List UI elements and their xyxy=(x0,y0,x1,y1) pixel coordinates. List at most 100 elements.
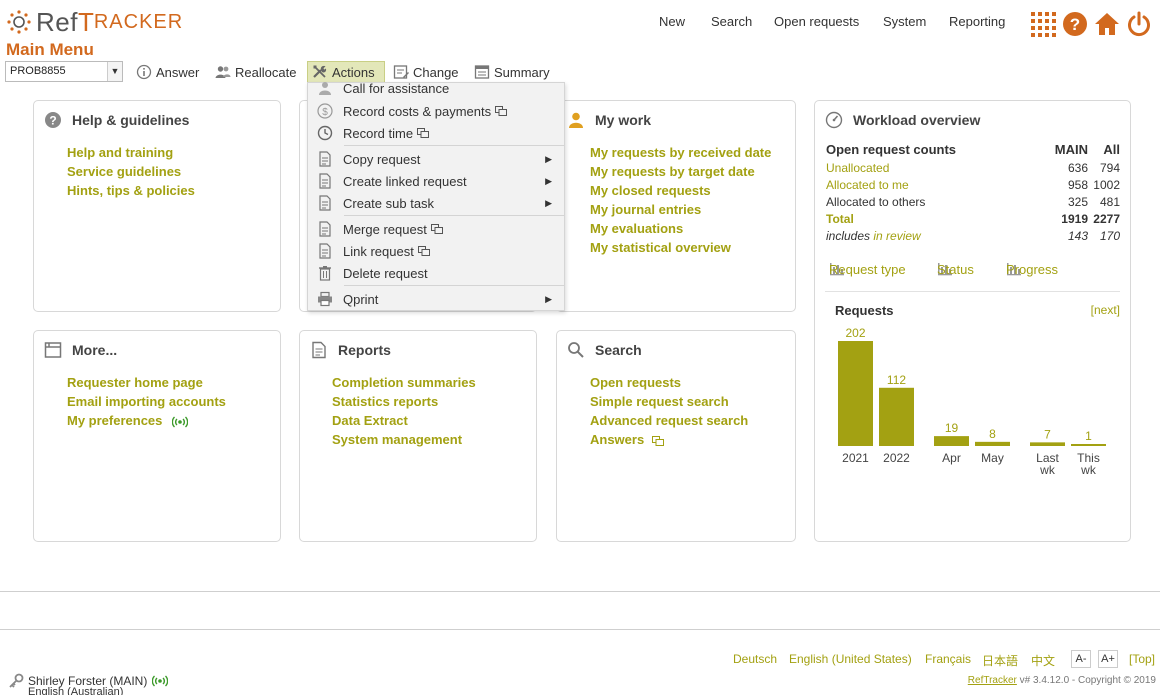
more-card: More... Requester home page Email import… xyxy=(33,330,281,542)
search-links: Open requests Simple request search Adva… xyxy=(590,373,748,449)
lang-japanese[interactable]: 日本語 xyxy=(982,654,1019,668)
workload-row-total[interactable]: Total 1919 2277 xyxy=(826,212,1120,226)
lang-deutsch[interactable]: Deutsch xyxy=(733,652,778,666)
lang-english-us[interactable]: English (United States) xyxy=(789,652,912,666)
link-completion-summaries[interactable]: Completion summaries xyxy=(332,375,476,390)
link-service-guidelines[interactable]: Service guidelines xyxy=(67,164,182,179)
more-links: Requester home page Email importing acco… xyxy=(67,373,226,430)
link-simple-search[interactable]: Simple request search xyxy=(590,394,729,409)
summary-button[interactable]: Summary xyxy=(470,61,554,83)
bar-2[interactable] xyxy=(934,436,969,446)
requests-chart-title: Requests xyxy=(835,303,894,318)
menu-copy-request[interactable]: Copy request ▶ xyxy=(308,148,564,170)
bar-value-label: 112 xyxy=(887,373,906,387)
bar-5[interactable] xyxy=(1071,444,1106,446)
help-icon[interactable]: ? xyxy=(1062,11,1088,37)
link-help-training[interactable]: Help and training xyxy=(67,145,174,160)
bar-category-label: wk xyxy=(1080,463,1097,477)
home-icon[interactable] xyxy=(1094,11,1120,37)
power-icon[interactable] xyxy=(1126,11,1152,37)
link-open-requests[interactable]: Open requests xyxy=(590,375,682,390)
footer-divider xyxy=(0,591,1160,592)
change-button[interactable]: Change xyxy=(389,61,463,83)
workload-row-unallocated[interactable]: Unallocated 636 794 xyxy=(826,161,1120,175)
bar-chart-icon xyxy=(938,263,952,276)
menu-create-linked-request[interactable]: Create linked request ▶ xyxy=(308,170,564,192)
workload-row-allocated-me[interactable]: Allocated to me 958 1002 xyxy=(826,178,1120,192)
my-work-title: My work xyxy=(567,111,651,129)
document-icon xyxy=(319,151,331,167)
link-my-evaluations[interactable]: My evaluations xyxy=(590,221,684,236)
menu-record-costs[interactable]: $ Record costs & payments xyxy=(308,100,564,122)
link-hints-tips[interactable]: Hints, tips & policies xyxy=(67,183,195,198)
svg-text:$: $ xyxy=(322,107,328,118)
link-my-journal-entries[interactable]: My journal entries xyxy=(590,202,702,217)
menu-delete-request[interactable]: Delete request xyxy=(308,262,564,284)
link-my-closed-requests[interactable]: My closed requests xyxy=(590,183,711,198)
reports-card: Reports Completion summaries Statistics … xyxy=(299,330,537,542)
bar-value-label: 19 xyxy=(945,421,959,435)
bar-4[interactable] xyxy=(1030,442,1065,446)
link-statistics-reports[interactable]: Statistics reports xyxy=(332,394,439,409)
request-id-select[interactable]: PROB8855 ▼ xyxy=(5,61,123,82)
logo-mark-icon xyxy=(7,10,31,34)
nav-search[interactable]: Search xyxy=(711,14,753,29)
my-work-card: My work My requests by received date My … xyxy=(556,100,796,312)
next-link[interactable]: [next] xyxy=(1090,303,1120,317)
help-guidelines-card: ? Help & guidelines Help and training Se… xyxy=(33,100,281,312)
link-my-requests-received[interactable]: My requests by received date xyxy=(590,145,772,160)
link-requester-home[interactable]: Requester home page xyxy=(67,375,203,390)
chevron-down-icon[interactable]: ▼ xyxy=(107,62,122,81)
link-system-management[interactable]: System management xyxy=(332,432,463,447)
menu-separator xyxy=(344,215,564,216)
tab-request-type[interactable]: Request type xyxy=(829,261,906,277)
submenu-arrow-icon: ▶ xyxy=(545,175,552,186)
lang-chinese[interactable]: 中文 xyxy=(1031,654,1056,668)
menu-link-request[interactable]: Link request xyxy=(308,240,564,262)
answer-label: Answer xyxy=(156,64,200,80)
document-icon xyxy=(319,173,331,189)
nav-new[interactable]: New xyxy=(659,14,686,29)
link-my-requests-target[interactable]: My requests by target date xyxy=(590,164,755,179)
font-larger-button[interactable]: A+ xyxy=(1098,650,1118,668)
link-my-preferences[interactable]: My preferences xyxy=(67,411,226,430)
help-links: Help and training Service guidelines Hin… xyxy=(67,143,195,200)
reallocate-label: Reallocate xyxy=(235,64,297,80)
apps-grid-icon[interactable] xyxy=(1030,11,1056,37)
bar-1[interactable] xyxy=(879,387,914,446)
nav-system[interactable]: System xyxy=(883,14,927,29)
workload-row-allocated-others: Allocated to others 325 481 xyxy=(826,195,1120,209)
link-my-statistical-overview[interactable]: My statistical overview xyxy=(590,240,731,255)
link-email-importing[interactable]: Email importing accounts xyxy=(67,394,226,409)
answer-button[interactable]: Answer xyxy=(132,61,203,83)
bar-category-label: wk xyxy=(1039,463,1056,477)
menu-qprint[interactable]: Qprint ▶ xyxy=(308,288,564,310)
search-title: Search xyxy=(567,341,642,359)
report-doc-icon xyxy=(312,341,326,359)
nav-open-requests[interactable]: Open requests xyxy=(774,14,860,29)
logo-t-text: T xyxy=(77,6,94,37)
menu-create-sub-task[interactable]: Create sub task ▶ xyxy=(308,192,564,214)
bar-chart-icon xyxy=(1007,263,1021,276)
tab-status[interactable]: Status xyxy=(937,261,974,277)
nav-reporting[interactable]: Reporting xyxy=(949,14,1006,29)
bar-0[interactable] xyxy=(838,341,873,446)
in-review-link[interactable]: in review xyxy=(873,229,921,243)
document-icon xyxy=(319,221,331,237)
reallocate-button[interactable]: Reallocate xyxy=(211,61,300,83)
font-smaller-button[interactable]: A- xyxy=(1071,650,1091,668)
link-answers[interactable]: Answers xyxy=(590,430,748,449)
lang-francais[interactable]: Français xyxy=(925,652,972,666)
reftracker-link[interactable]: RefTracker xyxy=(967,675,1017,686)
top-link[interactable]: [Top] xyxy=(1129,652,1156,666)
bar-3[interactable] xyxy=(975,441,1010,446)
menu-record-time[interactable]: Record time xyxy=(308,122,564,144)
reports-title: Reports xyxy=(310,341,391,359)
menu-merge-request[interactable]: Merge request xyxy=(308,218,564,240)
trash-icon xyxy=(319,266,331,281)
link-advanced-search[interactable]: Advanced request search xyxy=(590,413,749,428)
tab-progress[interactable]: Progress xyxy=(1006,261,1059,277)
link-data-extract[interactable]: Data Extract xyxy=(332,413,408,428)
menu-call-assistance[interactable]: Call for assistance xyxy=(308,78,564,98)
